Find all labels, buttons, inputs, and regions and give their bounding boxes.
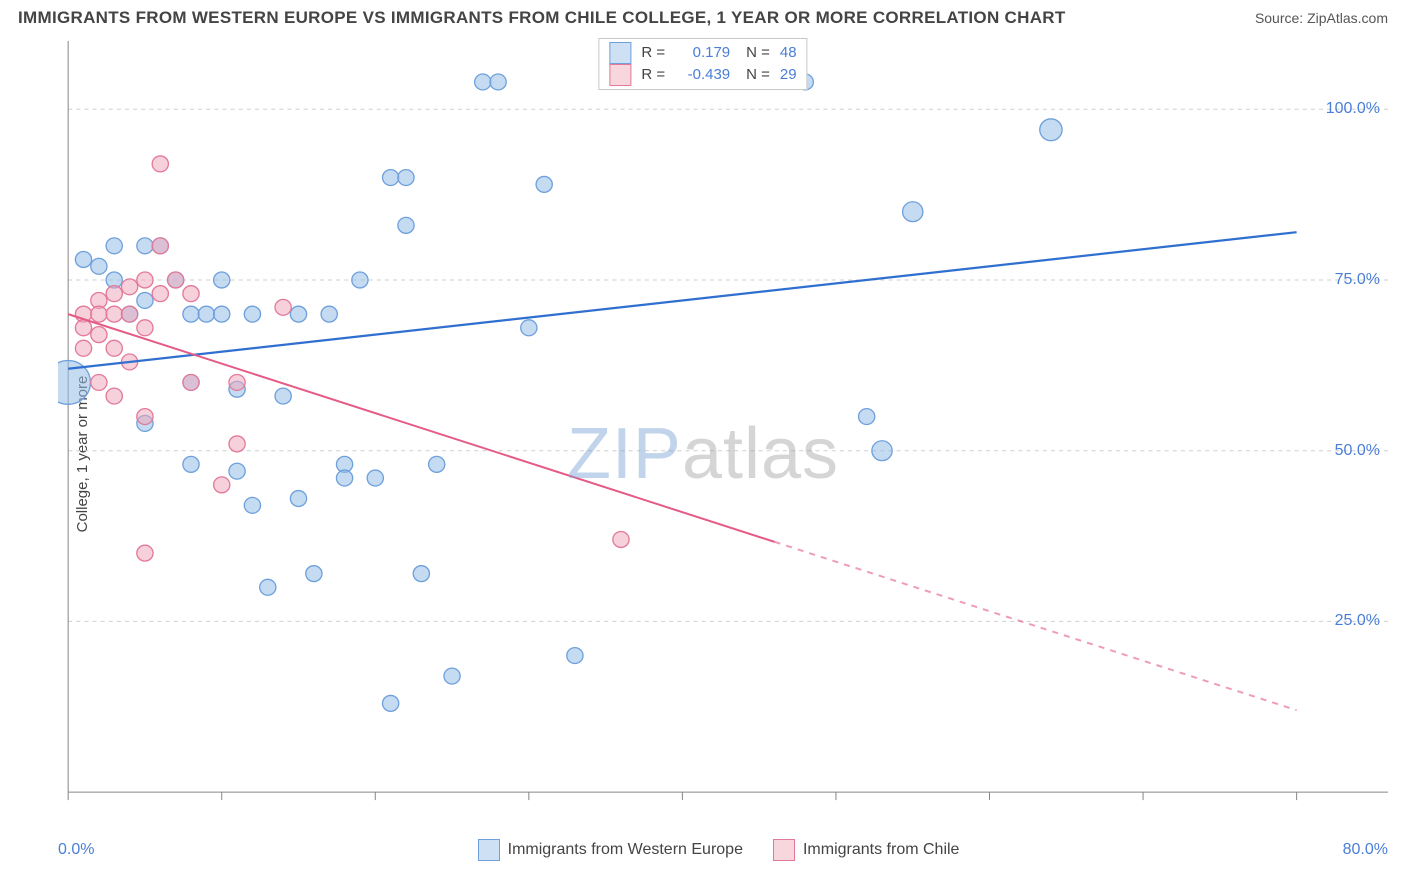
legend: Immigrants from Western Europe Immigrant… [478, 839, 960, 861]
correlation-swatch-1 [609, 64, 631, 86]
legend-label-1: Immigrants from Chile [803, 841, 959, 859]
y-tick-label: 50.0% [1335, 442, 1380, 460]
x-axis-row: 0.0% Immigrants from Western Europe Immi… [58, 827, 1388, 872]
chart-title: IMMIGRANTS FROM WESTERN EUROPE VS IMMIGR… [18, 8, 1066, 28]
legend-label-0: Immigrants from Western Europe [508, 841, 743, 859]
x-axis-min-label: 0.0% [58, 841, 94, 859]
y-tick-label: 75.0% [1335, 271, 1380, 289]
legend-swatch-0 [478, 839, 500, 861]
x-axis-max-label: 80.0% [1343, 841, 1388, 859]
legend-item-0: Immigrants from Western Europe [478, 839, 743, 861]
correlation-box: R = 0.179 N = 48 R = -0.439 N = 29 [598, 38, 807, 90]
n-value-0: 48 [780, 42, 797, 64]
legend-item-1: Immigrants from Chile [773, 839, 959, 861]
correlation-swatch-0 [609, 42, 631, 64]
y-tick-label: 100.0% [1326, 100, 1380, 118]
n-value-1: 29 [780, 64, 797, 86]
chart-container: College, 1 year or more 25.0%50.0%75.0%1… [18, 36, 1388, 872]
correlation-row-1: R = -0.439 N = 29 [609, 64, 796, 86]
r-value-1: -0.439 [675, 64, 730, 86]
source-attribution: Source: ZipAtlas.com [1255, 10, 1388, 26]
r-value-0: 0.179 [675, 42, 730, 64]
r-label-0: R = [641, 42, 665, 64]
correlation-row-0: R = 0.179 N = 48 [609, 42, 796, 64]
legend-swatch-1 [773, 839, 795, 861]
scatter-plot-svg [58, 36, 1388, 822]
n-label-1: N = [746, 64, 770, 86]
r-label-1: R = [641, 64, 665, 86]
n-label-0: N = [746, 42, 770, 64]
y-tick-label: 25.0% [1335, 612, 1380, 630]
